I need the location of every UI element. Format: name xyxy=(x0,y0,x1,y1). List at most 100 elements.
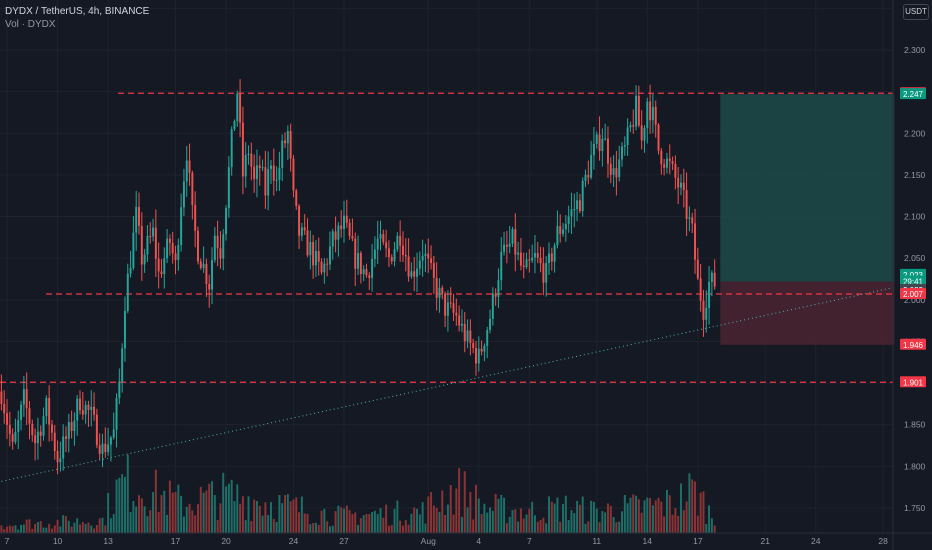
candle-body xyxy=(222,234,225,259)
volume-bar xyxy=(491,510,494,533)
candle-body xyxy=(45,397,48,417)
candle-body xyxy=(491,293,494,319)
candle-body xyxy=(623,144,626,147)
currency-unit-button[interactable]: USDT xyxy=(903,4,929,20)
volume-bar xyxy=(665,489,668,533)
candle-body xyxy=(258,165,261,169)
volume-bar xyxy=(270,502,272,533)
volume-bar xyxy=(522,518,525,533)
time-axis[interactable]: 7 10 13 17 20 24 27 Aug 4 7 11 14 17 21 24 28 xyxy=(5,536,889,546)
volume-bar xyxy=(42,527,45,533)
time-tick: 11 xyxy=(592,536,601,546)
position-zones[interactable] xyxy=(720,94,895,345)
volume-bar xyxy=(247,496,250,533)
candle-body xyxy=(441,287,444,294)
volume-bar xyxy=(300,496,303,533)
volume-bar xyxy=(213,495,216,533)
volume-bar xyxy=(31,528,34,533)
candle-body xyxy=(427,253,430,259)
volume-bar xyxy=(387,525,390,533)
volume-bar xyxy=(511,510,514,533)
volume-bar xyxy=(152,492,155,533)
volume-bar xyxy=(225,486,228,533)
price-tick: 2.200 xyxy=(904,128,926,138)
volume-bar xyxy=(140,498,143,533)
price-label: 2.023 xyxy=(903,271,924,280)
volume-bar xyxy=(281,503,284,533)
candle-body xyxy=(109,437,112,445)
volume-bar xyxy=(562,503,565,533)
candle-body xyxy=(171,242,174,254)
volume-bar xyxy=(39,521,42,533)
volume-bar xyxy=(472,519,475,533)
volume-bar xyxy=(104,525,107,533)
volume-bar xyxy=(573,513,576,533)
volume-bar xyxy=(312,523,315,533)
candle-body xyxy=(194,205,197,231)
volume-bar xyxy=(514,509,517,533)
volume-bar xyxy=(407,524,410,533)
volume-bar xyxy=(354,512,357,533)
candle-body xyxy=(679,182,682,188)
volume-bar xyxy=(559,521,562,533)
volume-bar xyxy=(298,512,301,533)
candle-body xyxy=(121,348,124,382)
volume-bar xyxy=(295,497,298,533)
candle-body xyxy=(219,248,222,259)
candle-body xyxy=(685,190,688,219)
volume-legend[interactable]: Vol · DYDX xyxy=(5,19,56,30)
candle-body xyxy=(90,406,93,410)
candle-body xyxy=(286,131,289,144)
volume-bar xyxy=(191,510,194,533)
volume-bar xyxy=(705,523,708,533)
candle-body xyxy=(536,253,539,258)
volume-bar xyxy=(73,522,76,533)
volume-bars xyxy=(0,454,716,533)
candle-body xyxy=(300,227,303,236)
volume-bar xyxy=(185,506,188,533)
candle-body xyxy=(564,223,567,230)
volume-bar xyxy=(81,522,84,533)
candle-body xyxy=(511,229,514,244)
candle-body xyxy=(56,450,59,463)
volume-bar xyxy=(399,520,402,533)
candle-body xyxy=(503,244,506,252)
volume-bar xyxy=(483,503,486,533)
volume-bar xyxy=(115,479,118,533)
volume-bar xyxy=(219,503,222,533)
candle-body xyxy=(227,167,230,209)
candle-body xyxy=(643,127,646,141)
volume-bar xyxy=(618,521,621,533)
volume-bar xyxy=(385,504,388,533)
candle-body xyxy=(677,177,680,188)
level-lines[interactable] xyxy=(0,92,893,383)
volume-bar xyxy=(685,501,688,533)
candle-body xyxy=(475,348,477,364)
symbol-title[interactable]: DYDX / TetherUS, 4h, BINANCE xyxy=(5,6,150,17)
candle-body xyxy=(539,257,542,264)
candle-body xyxy=(289,131,292,159)
volume-bar xyxy=(48,523,51,533)
candle-body xyxy=(410,271,413,277)
volume-bar xyxy=(671,514,674,533)
candle-body xyxy=(168,238,171,243)
candle-body xyxy=(390,257,393,262)
volume-bar xyxy=(682,510,685,533)
candle-body xyxy=(587,174,590,178)
price-label: 1.901 xyxy=(903,378,924,387)
volume-bar xyxy=(590,500,593,533)
candle-body xyxy=(545,262,548,283)
volume-bar xyxy=(50,528,53,533)
candle-body xyxy=(84,404,87,415)
candle-body xyxy=(553,245,556,262)
candle-body xyxy=(373,249,376,259)
candle-body xyxy=(306,230,309,256)
trendline[interactable] xyxy=(1,286,895,482)
volume-bar xyxy=(53,525,56,533)
candle-body xyxy=(345,215,348,223)
volume-bar xyxy=(199,486,202,533)
volume-bar xyxy=(494,493,497,533)
volume-bar xyxy=(604,512,607,533)
candle-body xyxy=(157,258,160,272)
